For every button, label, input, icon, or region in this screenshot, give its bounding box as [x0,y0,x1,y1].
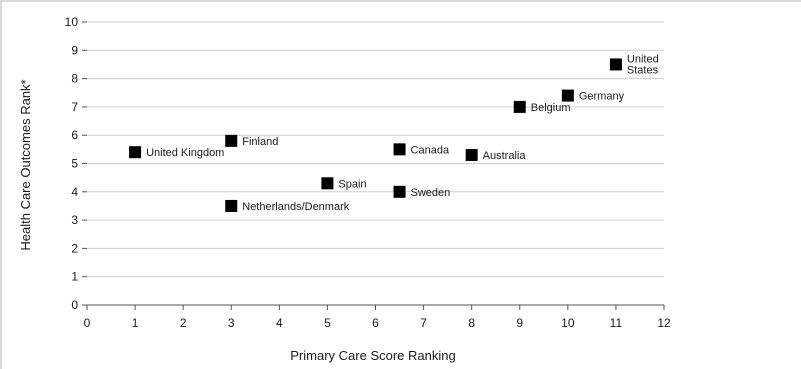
point-labels: United Kingdom Finland Netherlands/Denmark… [146,53,659,213]
data-points [129,58,622,212]
x-tick-label: 6 [372,316,379,330]
y-axis-title: Health Care Outcomes Rank* [18,79,33,250]
x-tick-label: 8 [468,316,475,330]
y-tick-label: 9 [71,43,78,57]
data-point [225,199,238,212]
data-point [225,134,238,147]
point-label: Germany [579,91,625,103]
x-tick-label: 10 [561,316,575,330]
x-tick-label: 7 [420,316,427,330]
point-label: Belgium [531,102,571,114]
y-tick-label: 1 [71,270,78,284]
point-label: United States [627,53,659,76]
data-point [513,100,526,113]
y-tick-label: 10 [65,15,79,29]
data-point [393,185,406,198]
x-tick-label: 12 [657,316,671,330]
x-tick-label: 5 [324,316,331,330]
x-tick-label: 3 [228,316,235,330]
data-point [561,89,574,102]
x-tick-label: 1 [132,316,139,330]
point-label: Sweden [411,187,451,199]
x-tick-label: 2 [180,316,187,330]
data-point [129,146,142,159]
point-label: Netherlands/Denmark [242,201,349,213]
point-label: Canada [411,144,450,156]
axes [82,21,665,310]
data-point [393,143,406,156]
y-tick-label: 4 [71,185,78,199]
y-tick-label: 2 [71,241,78,255]
x-axis-title: Primary Care Score Ranking [290,348,455,363]
x-tick-label: 11 [610,316,623,330]
y-tick-label: 5 [71,157,78,171]
point-label: Australia [483,150,527,162]
data-point [465,149,478,162]
y-tick-label: 6 [71,128,78,142]
x-tick-label: 9 [516,316,523,330]
y-tick-label: 0 [71,298,78,312]
point-label: Finland [242,136,278,148]
x-tick-label: 4 [276,316,283,330]
x-tick-label: 0 [84,316,91,330]
point-label: Spain [338,178,366,190]
point-label: United Kingdom [146,147,224,159]
y-tick-label: 3 [71,213,78,227]
y-tick-label: 7 [71,100,78,114]
data-point [609,58,622,71]
data-point [321,177,334,190]
grid [87,21,664,278]
y-tick-label: 8 [71,72,78,86]
